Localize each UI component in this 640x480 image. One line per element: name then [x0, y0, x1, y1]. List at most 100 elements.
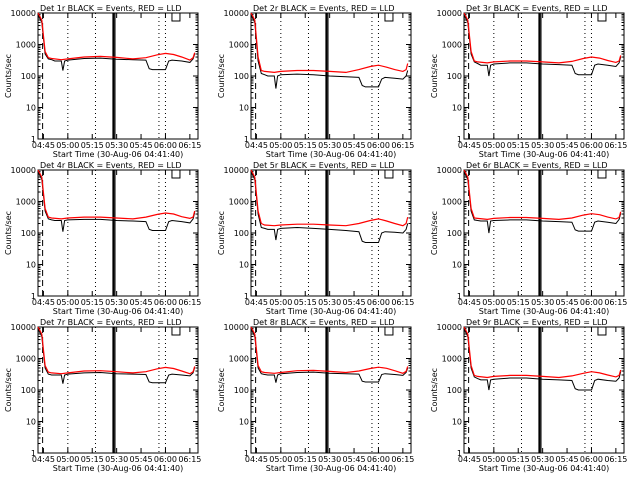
plot-frame — [463, 12, 625, 140]
x-tick-label: 05:30 — [318, 455, 341, 464]
y-tick-label: 1 — [31, 292, 36, 301]
x-tick-label: 06:15 — [178, 141, 201, 150]
y-tick-label: 10000 — [11, 166, 36, 175]
events-series-line — [37, 328, 196, 384]
x-tick-label: 06:00 — [580, 455, 603, 464]
x-tick-label: 04:45 — [458, 298, 481, 307]
y-axis-label: Counts/sec — [217, 368, 226, 412]
x-tick-label: 06:00 — [154, 141, 177, 150]
x-tick-label: 05:45 — [556, 141, 579, 150]
x-axis-label: Start Time (30-Aug-06 04:41:40) — [266, 150, 397, 159]
x-tick-label: 06:00 — [580, 141, 603, 150]
detector-panel-9: Det 9r BLACK = Events, RED = LLD 1 10 100 10… — [430, 318, 627, 473]
plot-frame — [37, 326, 199, 454]
y-tick-label: 1 — [31, 449, 36, 458]
x-tick-label: 05:45 — [343, 455, 366, 464]
y-tick-label: 1000 — [16, 198, 36, 207]
y-tick-label: 1 — [244, 292, 249, 301]
detector-panel-5: Det 5r BLACK = Events, RED = LLD 1 10 100 10… — [217, 161, 414, 316]
chart-title: Det 2r BLACK = Events, RED = LLD — [253, 4, 395, 13]
y-tick-label: 1 — [457, 292, 462, 301]
plot-frame — [250, 326, 412, 454]
y-tick-label: 1000 — [16, 355, 36, 364]
x-axis-label: Start Time (30-Aug-06 04:41:40) — [53, 464, 184, 473]
lld-series-line — [250, 169, 409, 227]
x-tick-label: 06:00 — [154, 298, 177, 307]
x-tick-label: 05:15 — [507, 141, 530, 150]
y-tick-label: 100 — [234, 386, 249, 395]
x-tick-label: 05:45 — [130, 455, 153, 464]
lld-series-line — [37, 326, 196, 375]
y-tick-label: 10 — [239, 418, 249, 427]
plot-frame — [37, 169, 199, 297]
top-bracket-marker — [384, 327, 394, 336]
x-tick-label: 05:30 — [318, 298, 341, 307]
x-tick-label: 05:30 — [531, 455, 554, 464]
chart-title: Det 3r BLACK = Events, RED = LLD — [466, 4, 608, 13]
plot-frame — [37, 12, 199, 140]
top-bracket-marker — [171, 170, 181, 179]
lld-series-line — [37, 12, 196, 61]
chart-title: Det 4r BLACK = Events, RED = LLD — [40, 161, 182, 170]
x-tick-label: 04:45 — [245, 141, 268, 150]
y-tick-label: 100 — [234, 72, 249, 81]
events-series-line — [37, 171, 196, 232]
x-tick-label: 05:30 — [531, 141, 554, 150]
detector-panel-2: Det 2r BLACK = Events, RED = LLD 1 10 100 10… — [217, 4, 414, 159]
y-tick-label: 1000 — [229, 198, 249, 207]
x-axis-label: Start Time (30-Aug-06 04:41:40) — [479, 307, 610, 316]
plot-frame — [463, 326, 625, 454]
x-tick-label: 06:00 — [367, 298, 390, 307]
top-bracket-marker — [597, 327, 607, 336]
y-axis-label: Counts/sec — [430, 54, 439, 98]
y-tick-label: 10 — [26, 261, 36, 270]
y-tick-label: 10000 — [11, 9, 36, 18]
y-tick-label: 100 — [21, 72, 36, 81]
detector-panel-3: Det 3r BLACK = Events, RED = LLD 1 10 100 10… — [430, 4, 627, 159]
y-tick-label: 10 — [239, 104, 249, 113]
x-tick-label: 05:15 — [294, 298, 317, 307]
lld-series-line — [463, 12, 622, 64]
chart-title: Det 6r BLACK = Events, RED = LLD — [466, 161, 608, 170]
x-tick-label: 04:45 — [245, 298, 268, 307]
y-axis-label: Counts/sec — [430, 211, 439, 255]
x-tick-label: 05:00 — [56, 455, 79, 464]
detector-panel-7: Det 7r BLACK = Events, RED = LLD 1 10 100 10… — [4, 318, 201, 473]
y-tick-label: 10 — [452, 261, 462, 270]
top-bracket-marker — [384, 170, 394, 179]
top-bracket-marker — [597, 13, 607, 22]
top-bracket-marker — [597, 170, 607, 179]
y-tick-label: 100 — [447, 386, 462, 395]
y-axis-label: Counts/sec — [430, 368, 439, 412]
x-tick-label: 06:00 — [367, 141, 390, 150]
detector-panel-8: Det 8r BLACK = Events, RED = LLD 1 10 100 10… — [217, 318, 414, 473]
y-axis-label: Counts/sec — [4, 211, 13, 255]
y-tick-label: 100 — [447, 229, 462, 238]
x-axis-label: Start Time (30-Aug-06 04:41:40) — [266, 464, 397, 473]
chart-title: Det 9r BLACK = Events, RED = LLD — [466, 318, 608, 327]
x-tick-label: 06:15 — [178, 455, 201, 464]
x-tick-label: 05:45 — [556, 298, 579, 307]
y-axis-label: Counts/sec — [217, 54, 226, 98]
y-tick-label: 10000 — [437, 9, 462, 18]
x-tick-label: 05:45 — [130, 141, 153, 150]
y-tick-label: 100 — [447, 72, 462, 81]
top-bracket-marker — [171, 327, 181, 336]
x-tick-label: 06:15 — [604, 141, 627, 150]
x-tick-label: 05:30 — [531, 298, 554, 307]
x-axis-label: Start Time (30-Aug-06 04:41:40) — [53, 150, 184, 159]
x-tick-label: 04:45 — [32, 455, 55, 464]
x-tick-label: 04:45 — [458, 455, 481, 464]
chart-title: Det 8r BLACK = Events, RED = LLD — [253, 318, 395, 327]
x-tick-label: 06:00 — [580, 298, 603, 307]
lld-series-line — [250, 12, 409, 74]
y-tick-label: 1 — [31, 135, 36, 144]
y-axis-label: Counts/sec — [4, 54, 13, 98]
events-series-line — [37, 14, 196, 71]
x-tick-label: 05:00 — [482, 298, 505, 307]
events-series-line — [463, 171, 622, 234]
x-tick-label: 05:15 — [507, 455, 530, 464]
top-bracket-marker — [171, 13, 181, 22]
x-tick-label: 06:00 — [367, 455, 390, 464]
